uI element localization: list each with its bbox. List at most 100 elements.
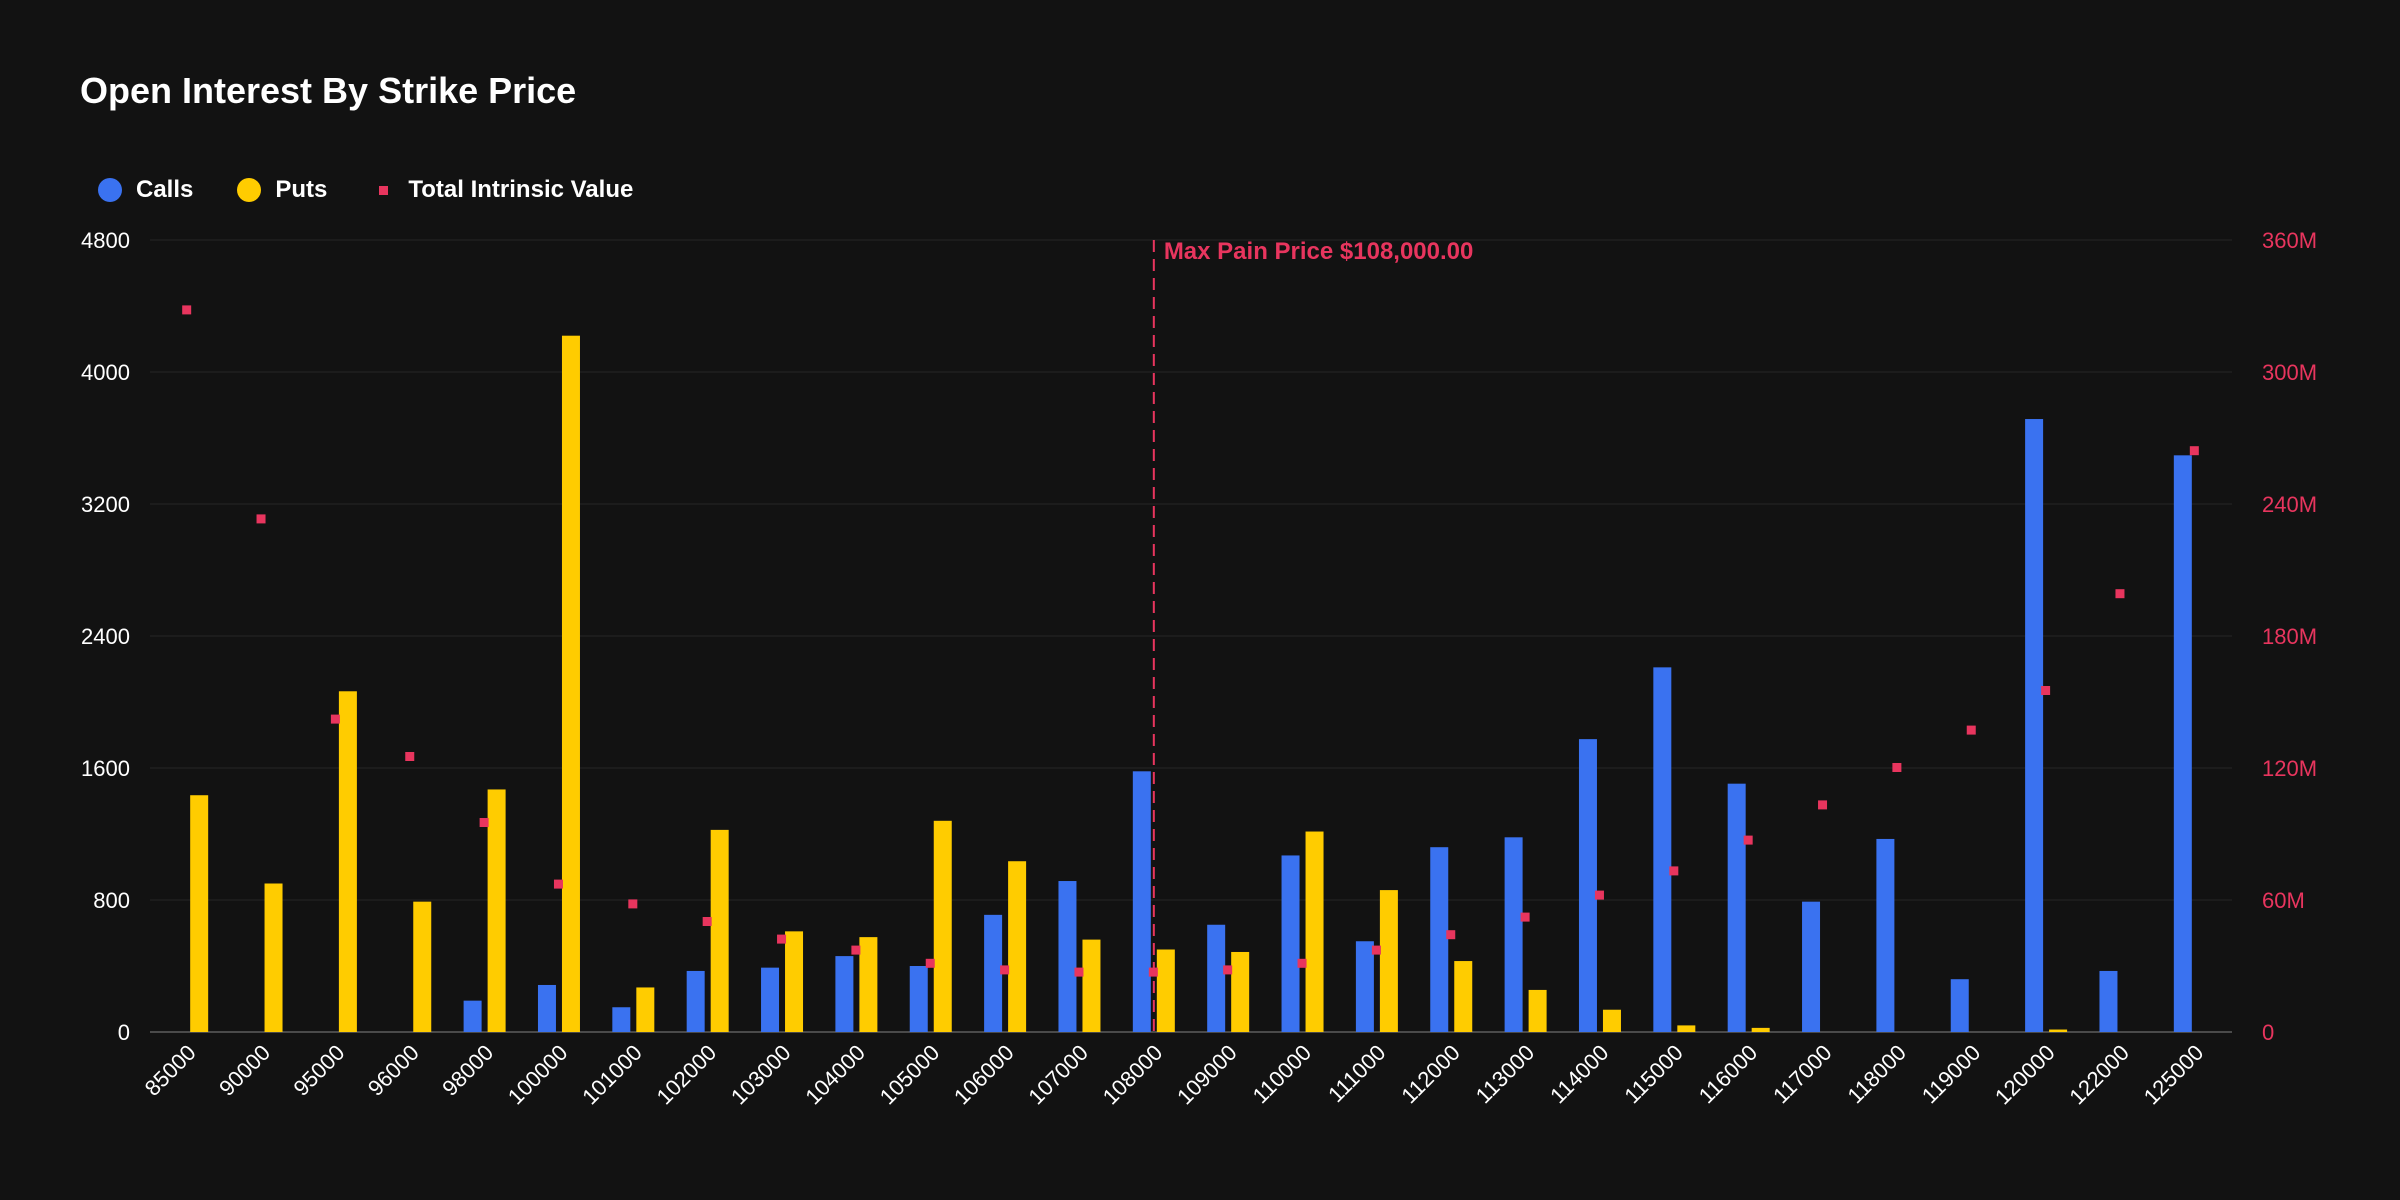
x-tick-label: 117000 — [1768, 1040, 1836, 1108]
x-tick-label: 105000 — [875, 1040, 945, 1110]
y2-tick-label: 240M — [2262, 492, 2317, 517]
x-tick-label: 119000 — [1917, 1040, 1985, 1108]
intrinsic-value-point — [1594, 890, 1604, 900]
calls-bar — [686, 970, 705, 1032]
calls-bar — [1281, 855, 1300, 1032]
y-tick-label: 0 — [118, 1020, 130, 1045]
puts-bar — [1231, 951, 1250, 1032]
calls-bar — [761, 967, 780, 1032]
legend-item-intrinsic[interactable]: Total Intrinsic Value — [371, 176, 633, 204]
y2-tick-label: 120M — [2262, 756, 2317, 781]
puts-bar — [1156, 949, 1175, 1032]
x-tick-label: 104000 — [800, 1040, 870, 1110]
calls-bar — [909, 966, 928, 1032]
puts-bar — [338, 691, 357, 1032]
y-tick-label: 1600 — [81, 756, 130, 781]
intrinsic-value-point — [479, 818, 489, 827]
puts-bar — [1082, 939, 1101, 1032]
y-tick-label: 2400 — [81, 624, 130, 649]
legend-calls-marker — [98, 178, 122, 202]
y2-tick-label: 180M — [2262, 624, 2317, 649]
x-tick-label: 116000 — [1694, 1040, 1762, 1108]
intrinsic-value-point — [2189, 446, 2199, 456]
x-tick-label: 95000 — [288, 1040, 349, 1101]
puts-bar — [1454, 961, 1473, 1032]
calls-bar — [463, 1000, 482, 1032]
x-tick-label: 109000 — [1172, 1040, 1242, 1110]
intrinsic-value-point — [256, 514, 266, 524]
puts-bar — [1602, 1009, 1621, 1032]
intrinsic-value-point — [1446, 930, 1456, 940]
legend-puts-label: Puts — [275, 176, 328, 203]
y2-tick-label: 0 — [2262, 1020, 2274, 1045]
intrinsic-value-point — [628, 899, 638, 909]
x-tick-label: 113000 — [1471, 1040, 1539, 1108]
calls-bar — [1132, 771, 1151, 1032]
y-tick-label: 4000 — [81, 360, 130, 385]
x-tick-label: 108000 — [1098, 1040, 1168, 1110]
intrinsic-value-point — [1000, 965, 1010, 975]
puts-bar — [636, 987, 655, 1032]
x-tick-label: 96000 — [363, 1040, 424, 1101]
intrinsic-value-point — [2115, 589, 2125, 599]
intrinsic-value-point — [405, 752, 415, 761]
intrinsic-value-point — [851, 945, 861, 955]
x-tick-label: 103000 — [726, 1040, 796, 1110]
intrinsic-value-point — [702, 917, 712, 926]
intrinsic-value-point — [553, 879, 563, 889]
calls-bar — [2025, 419, 2044, 1032]
x-tick-label: 118000 — [1842, 1040, 1910, 1108]
intrinsic-value-point — [777, 934, 787, 944]
calls-bar — [1876, 838, 1895, 1032]
intrinsic-value-point — [330, 714, 340, 724]
x-tick-label: 122000 — [2064, 1040, 2134, 1110]
puts-bar — [1528, 989, 1547, 1032]
x-tick-label: 125000 — [2139, 1040, 2209, 1110]
x-tick-label: 115000 — [1619, 1040, 1687, 1108]
calls-bar — [1802, 901, 1821, 1032]
x-tick-label: 85000 — [140, 1040, 201, 1101]
x-tick-label: 114000 — [1545, 1040, 1613, 1108]
puts-bar — [785, 931, 804, 1032]
y2-tick-label: 60M — [2262, 888, 2305, 913]
x-tick-label: 90000 — [214, 1040, 275, 1101]
intrinsic-value-point — [1743, 835, 1753, 845]
y2-tick-label: 300M — [2262, 360, 2317, 385]
x-tick-label: 110000 — [1248, 1040, 1316, 1108]
intrinsic-value-point — [2041, 686, 2051, 695]
intrinsic-value-point — [1892, 763, 1902, 772]
calls-bar — [612, 1007, 631, 1032]
intrinsic-value-point — [1297, 958, 1307, 968]
x-tick-label: 98000 — [437, 1040, 498, 1101]
legend-calls-label: Calls — [136, 176, 194, 203]
legend-item-puts[interactable]: Puts — [237, 176, 327, 204]
intrinsic-value-point — [1818, 800, 1828, 810]
intrinsic-value-point — [925, 958, 935, 968]
calls-bar — [984, 914, 1003, 1032]
puts-bar — [1379, 890, 1398, 1032]
puts-bar — [413, 901, 432, 1032]
calls-bar — [2173, 455, 2192, 1032]
calls-bar — [1578, 739, 1597, 1032]
puts-bar — [2049, 1029, 2068, 1032]
calls-bar — [1207, 924, 1226, 1032]
calls-bar — [1653, 667, 1672, 1032]
y-tick-label: 4800 — [81, 228, 130, 253]
intrinsic-value-point — [1520, 912, 1530, 922]
calls-bar — [835, 956, 854, 1032]
puts-bar — [1677, 1025, 1696, 1032]
puts-bar — [190, 795, 209, 1032]
legend-item-calls[interactable]: Calls — [98, 176, 193, 204]
chart-title: Open Interest By Strike Price — [80, 70, 577, 111]
intrinsic-value-point — [1148, 967, 1158, 977]
puts-bar — [487, 789, 506, 1032]
puts-bar — [561, 335, 580, 1032]
puts-bar — [264, 883, 283, 1032]
puts-bar — [859, 937, 878, 1032]
calls-bar — [2099, 970, 2118, 1032]
x-tick-label: 106000 — [949, 1040, 1019, 1110]
puts-bar — [933, 820, 952, 1032]
puts-bar — [710, 829, 729, 1032]
y-tick-label: 3200 — [81, 492, 130, 517]
